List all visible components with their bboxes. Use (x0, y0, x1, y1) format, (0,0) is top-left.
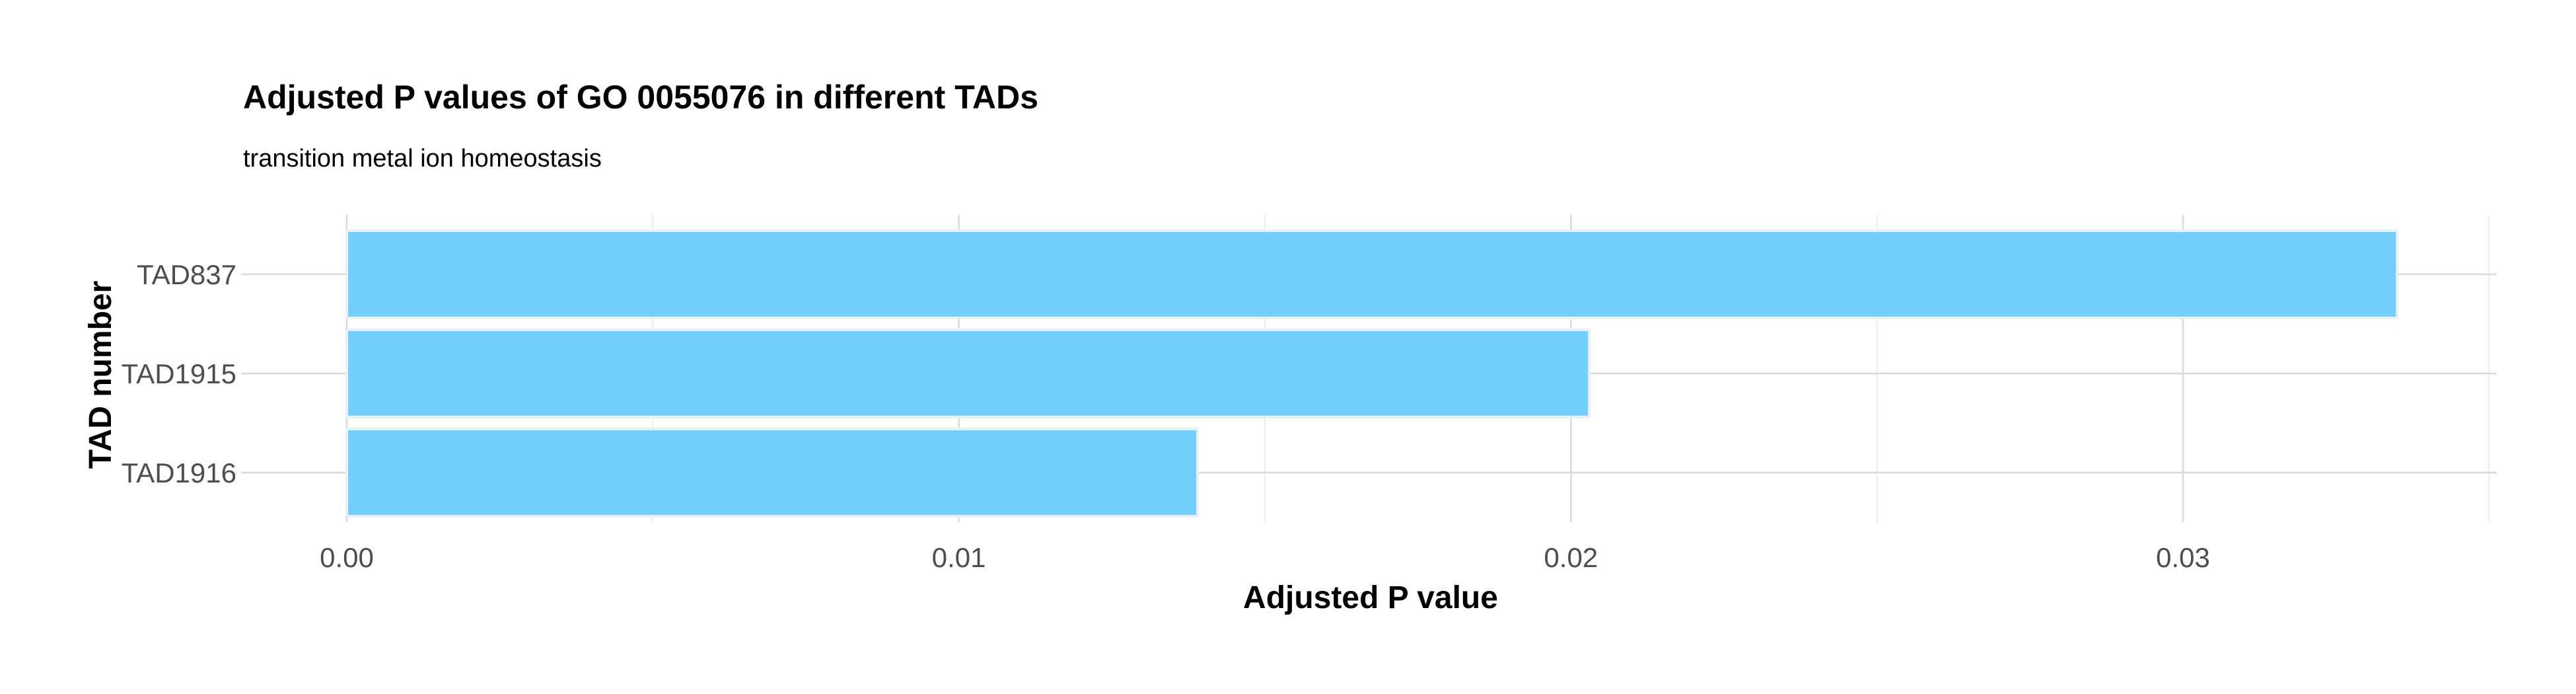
y-tick-label: TAD1915 (122, 358, 236, 389)
chart-title: Adjusted P values of GO 0055076 in diffe… (243, 79, 1038, 116)
x-tick-label: 0.02 (1544, 542, 1598, 573)
y-tick-labels: TAD837 TAD1915 TAD1916 (122, 259, 236, 488)
chart-subtitle: transition metal ion homeostasis (243, 145, 602, 173)
x-tick-label: 0.00 (320, 542, 374, 573)
bar-tad1916 (345, 428, 1199, 518)
x-tick-label: 0.03 (2156, 542, 2210, 573)
x-tick-labels: 0.00 0.01 0.02 0.03 (320, 542, 2210, 573)
bar-tad837 (345, 229, 2399, 319)
x-axis-title: Adjusted P value (1243, 580, 1498, 615)
y-tick-label: TAD837 (137, 259, 236, 290)
x-tick-label: 0.01 (932, 542, 986, 573)
y-tick-label: TAD1916 (122, 457, 236, 488)
bar-tad1915 (345, 328, 1591, 418)
y-axis-title: TAD number (83, 281, 118, 469)
bars (345, 229, 2399, 518)
